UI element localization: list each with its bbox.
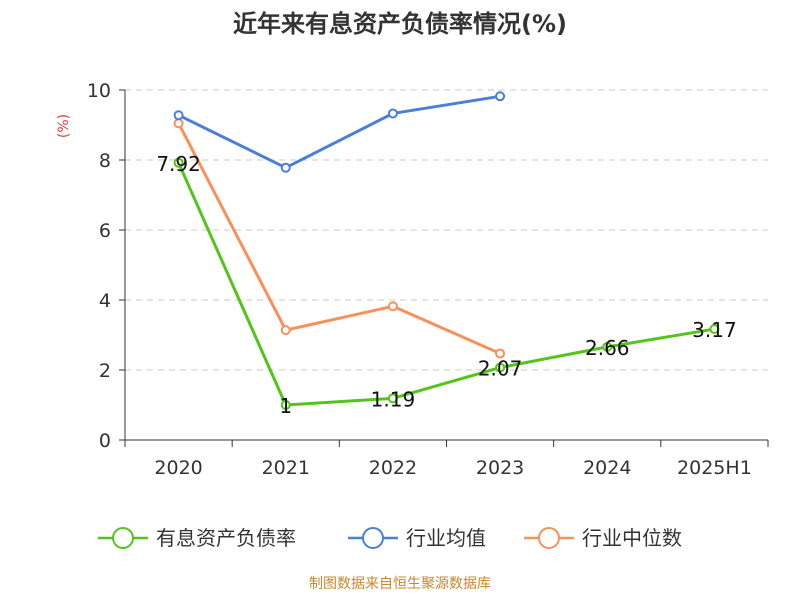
data-point	[173, 110, 184, 121]
y-tick-label: 0	[99, 430, 111, 452]
legend-swatch-marker	[362, 527, 384, 549]
legend[interactable]: 有息资产负债率 行业均值 行业中位数	[98, 526, 682, 550]
data-point	[387, 108, 398, 119]
data-point	[173, 118, 184, 129]
y-tick-label: 8	[99, 150, 111, 172]
series-line	[177, 94, 502, 170]
gridlines	[125, 89, 768, 371]
data-labels: 7.92 1 1.19 2.07 2.66 3.17	[156, 152, 736, 418]
data-label: 2.66	[585, 336, 630, 360]
y-tick-label: 10	[87, 80, 111, 102]
data-point	[709, 324, 720, 335]
legend-item[interactable]: 行业均值	[348, 526, 486, 550]
x-tick-label: 2024	[583, 457, 631, 479]
series-line	[177, 161, 716, 407]
data-point	[280, 400, 291, 410]
data-point	[495, 91, 506, 102]
series-points	[173, 91, 720, 410]
series-line	[177, 121, 502, 356]
legend-swatch-marker	[538, 527, 560, 549]
data-point	[387, 301, 398, 312]
data-label: 1	[279, 394, 292, 418]
data-point	[173, 157, 184, 168]
x-tick-label: 2025H1	[677, 457, 752, 479]
x-tick-label: 2021	[262, 457, 310, 479]
data-point	[280, 162, 291, 173]
x-tick-labels: 2020 2021 2022 2023 2024 2025H1	[154, 457, 751, 479]
legend-swatch-marker	[112, 527, 134, 549]
data-point	[495, 348, 506, 359]
y-axis-label: (%)	[56, 114, 72, 138]
legend-item[interactable]: 行业中位数	[524, 526, 682, 550]
data-point	[602, 341, 613, 352]
x-tick-label: 2020	[154, 457, 202, 479]
legend-label: 有息资产负债率	[156, 526, 296, 550]
legend-label: 行业均值	[406, 526, 486, 550]
chart-title: 近年来有息资产负债率情况(%)	[233, 10, 567, 38]
data-label: 3.17	[692, 318, 737, 342]
data-label: 2.07	[478, 357, 523, 381]
legend-item[interactable]: 有息资产负债率	[98, 526, 296, 550]
y-tick-labels: 0 2 4 6 8 10	[87, 80, 111, 452]
y-tick-label: 6	[99, 220, 111, 242]
data-label: 7.92	[156, 152, 201, 176]
axes	[119, 89, 769, 447]
y-tick-label: 2	[99, 360, 111, 382]
source-note: 制图数据来自恒生聚源数据库	[309, 576, 491, 592]
y-tick-label: 4	[99, 290, 111, 312]
data-point	[495, 362, 506, 373]
data-point	[387, 393, 398, 404]
x-tick-label: 2022	[369, 457, 417, 479]
data-label: 1.19	[371, 387, 416, 411]
series-lines	[177, 94, 716, 407]
legend-label: 行业中位数	[582, 526, 682, 550]
data-point	[280, 325, 291, 336]
x-tick-label: 2023	[476, 457, 524, 479]
